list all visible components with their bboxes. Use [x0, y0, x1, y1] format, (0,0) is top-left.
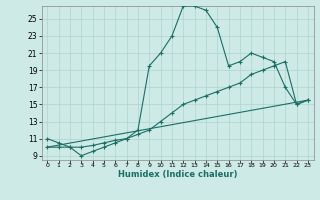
- X-axis label: Humidex (Indice chaleur): Humidex (Indice chaleur): [118, 170, 237, 179]
